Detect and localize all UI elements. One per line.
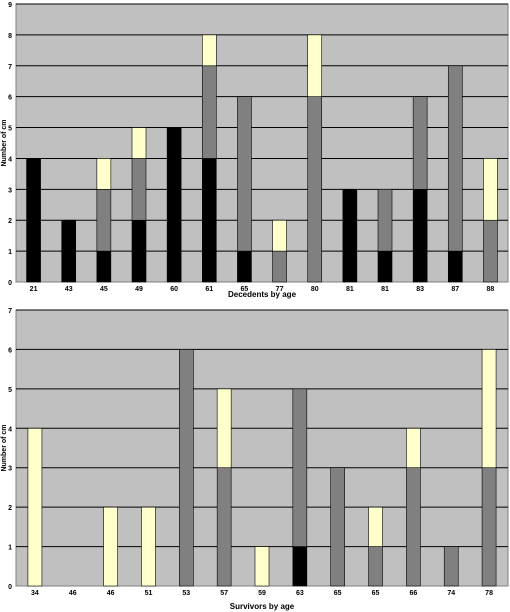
bar-segment <box>483 158 498 221</box>
bar-segment <box>447 65 463 252</box>
x-tick-label: 21 <box>30 286 38 293</box>
y-tick-label: 7 <box>8 308 12 315</box>
y-tick-label: 7 <box>8 64 12 71</box>
y-tick-label: 8 <box>8 33 12 40</box>
bar-segment <box>201 34 217 67</box>
x-tick-label: 57 <box>220 590 228 597</box>
y-tick-label: 0 <box>8 584 12 591</box>
bar-segment <box>272 219 287 252</box>
x-tick-label: 83 <box>416 286 424 293</box>
bar-segment <box>201 65 217 159</box>
y-tick-label: 0 <box>8 280 12 287</box>
bar-segment <box>26 158 41 283</box>
bar-segment <box>368 506 383 547</box>
x-axis-label: Decedents by age <box>228 290 297 299</box>
y-tick-label: 5 <box>8 387 12 394</box>
bar-segment <box>272 250 287 283</box>
x-tick-label: 65 <box>334 590 342 597</box>
bar-segment <box>377 250 393 283</box>
bar-segment <box>377 189 393 252</box>
x-tick-label: 60 <box>170 286 178 293</box>
x-tick-label: 65 <box>372 590 380 597</box>
x-tick-label: 53 <box>182 590 190 597</box>
bar-segment <box>292 388 308 547</box>
y-tick-label: 4 <box>8 156 12 163</box>
x-tick-label: 61 <box>205 286 213 293</box>
bar-segment <box>61 219 77 283</box>
y-tick-label: 2 <box>8 505 12 512</box>
bar-segment <box>481 467 497 587</box>
x-tick-label: 51 <box>145 590 153 597</box>
bar-segment <box>166 127 182 283</box>
bar-segment <box>179 349 194 587</box>
y-tick-label: 1 <box>8 545 12 552</box>
x-tick-label: 45 <box>100 286 108 293</box>
bar-segment <box>96 189 112 252</box>
x-tick-label: 88 <box>487 286 495 293</box>
x-tick-label: 65 <box>241 286 249 293</box>
x-tick-label: 81 <box>346 286 354 293</box>
bar-segment <box>307 96 323 283</box>
bar-segment <box>342 189 358 283</box>
bar-segment <box>254 546 270 587</box>
bar-segment <box>443 546 459 587</box>
y-tick-label: 3 <box>8 187 12 194</box>
plot-area <box>15 3 509 283</box>
y-tick-label: 3 <box>8 466 12 473</box>
bar-segment <box>96 250 112 283</box>
x-tick-label: 81 <box>381 286 389 293</box>
x-tick-label: 74 <box>447 590 455 597</box>
x-tick-label: 63 <box>296 590 304 597</box>
x-tick-label: 34 <box>31 590 39 597</box>
bar-segment <box>131 127 147 159</box>
y-tick-label: 6 <box>8 347 12 354</box>
x-tick-label: 46 <box>69 590 77 597</box>
x-tick-label: 80 <box>311 286 319 293</box>
x-tick-label: 87 <box>451 286 459 293</box>
bar-segment <box>483 219 498 283</box>
y-axis-label: Number of cm <box>1 424 8 471</box>
x-tick-label: 46 <box>107 590 115 597</box>
bar-segment <box>103 506 118 587</box>
bar-segment <box>307 34 323 97</box>
bar-segment <box>141 506 156 587</box>
x-tick-label: 77 <box>276 286 284 293</box>
bar-segment <box>406 427 421 469</box>
bar-segment <box>368 546 383 587</box>
x-axis-label: Survivors by age <box>230 602 295 611</box>
bar-segment <box>412 189 428 283</box>
bar-segment <box>447 250 463 283</box>
y-tick-label: 4 <box>8 426 12 433</box>
y-tick-label: 9 <box>8 2 12 9</box>
bar-segment <box>237 250 252 283</box>
x-tick-label: 78 <box>485 590 493 597</box>
y-axis-label: Number of cm <box>1 119 8 166</box>
bar-segment <box>237 96 252 252</box>
x-tick-label: 59 <box>258 590 266 597</box>
bar-segment <box>216 388 232 469</box>
bar-segment <box>201 158 217 283</box>
bar-segment <box>330 467 345 587</box>
bar-segment <box>481 349 497 469</box>
plot-area <box>15 309 509 587</box>
bar-segment <box>216 467 232 587</box>
y-tick-label: 5 <box>8 126 12 133</box>
bar-segment <box>412 96 428 190</box>
x-tick-label: 43 <box>65 286 73 293</box>
bar-segment <box>96 158 112 190</box>
bar-segment <box>292 546 308 587</box>
y-tick-label: 1 <box>8 249 12 256</box>
y-tick-label: 2 <box>8 218 12 225</box>
x-tick-label: 49 <box>135 286 143 293</box>
bar-segment <box>406 467 421 587</box>
bar-segment <box>131 158 147 221</box>
bar-segment <box>131 219 147 283</box>
y-tick-label: 6 <box>8 95 12 102</box>
bar-segment <box>27 427 43 587</box>
x-tick-label: 66 <box>409 590 417 597</box>
